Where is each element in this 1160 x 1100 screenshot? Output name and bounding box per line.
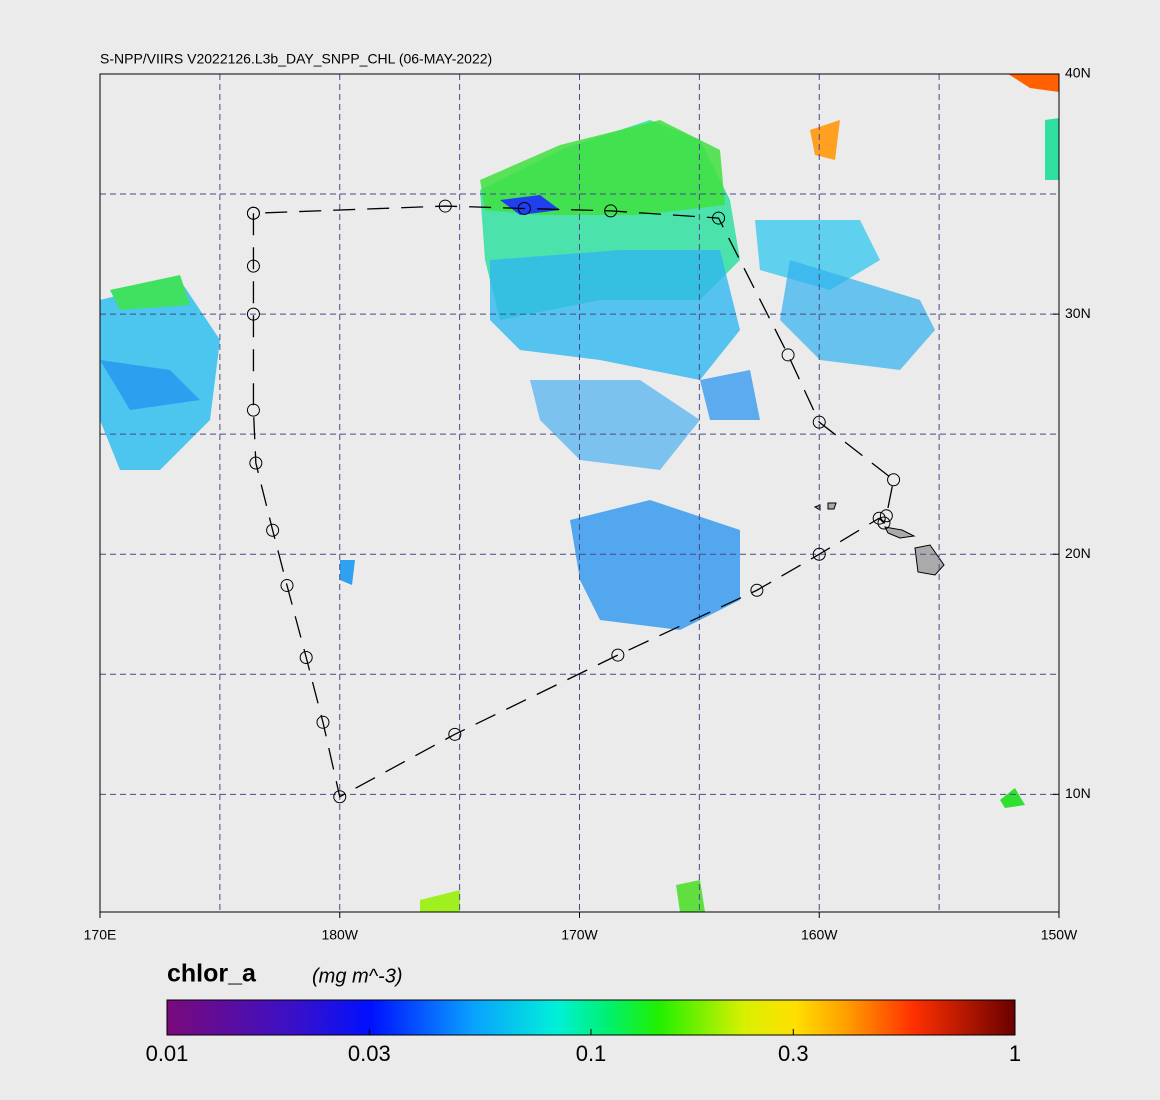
track-point — [299, 650, 313, 664]
track-line — [252, 205, 895, 798]
track-point — [781, 348, 795, 362]
track-point — [246, 403, 260, 417]
x-tick-label: 150W — [1041, 927, 1078, 943]
colorbar-tick-label: 1 — [1009, 1041, 1021, 1066]
track-point — [438, 199, 452, 213]
track-point — [280, 578, 294, 592]
track-point — [246, 206, 260, 220]
track-point — [604, 204, 618, 218]
x-tick-label: 180W — [321, 927, 358, 943]
track-point — [812, 547, 826, 561]
track-point — [611, 648, 625, 662]
y-tick-label: 30N — [1065, 305, 1091, 321]
colorbar-tick-label: 0.1 — [576, 1041, 607, 1066]
track-point — [448, 727, 462, 741]
track-point — [872, 511, 886, 525]
colorbar-tick-label: 0.01 — [146, 1041, 189, 1066]
map-title: S-NPP/VIIRS V2022126.L3b_DAY_SNPP_CHL (0… — [100, 51, 492, 67]
y-tick-label: 10N — [1065, 785, 1091, 801]
colorbar-label: chlor_a — [167, 960, 257, 988]
x-tick-label: 170W — [561, 927, 598, 943]
y-tick-label: 20N — [1065, 545, 1091, 561]
track-point — [517, 201, 531, 215]
x-tick-label: 160W — [801, 927, 838, 943]
track-point — [750, 583, 764, 597]
track-point — [887, 473, 901, 487]
track-point — [249, 456, 263, 470]
y-tick-label: 40N — [1065, 65, 1091, 81]
x-tick-label: 170E — [84, 927, 117, 943]
colorbar-tick-label: 0.3 — [778, 1041, 809, 1066]
hawaii-islands — [813, 502, 945, 576]
track-point — [316, 715, 330, 729]
track-point — [333, 790, 347, 804]
track-point — [266, 523, 280, 537]
colorbar-units: (mg m^-3) — [312, 965, 403, 987]
chlorophyll-patches — [100, 74, 1059, 912]
track-point — [246, 259, 260, 273]
track-point — [877, 516, 891, 530]
track-point — [812, 415, 826, 429]
track-point — [879, 509, 893, 523]
track-point — [712, 211, 726, 225]
colorbar-tick-label: 0.03 — [348, 1041, 391, 1066]
track-point — [246, 307, 260, 321]
